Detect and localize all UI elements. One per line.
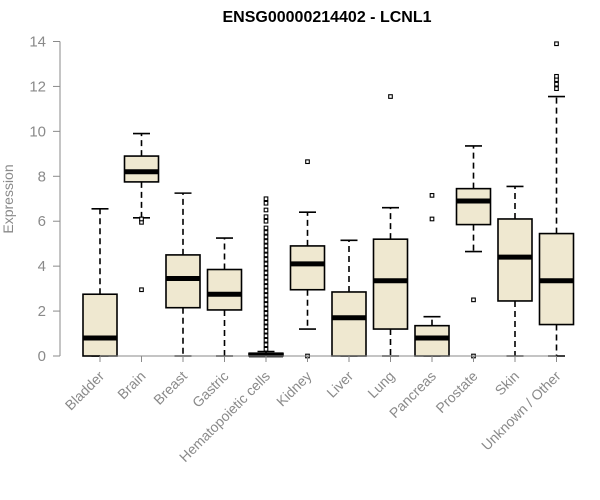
outlier-point [263,306,269,312]
y-tick-label: 6 [38,213,46,230]
box-group [165,192,201,357]
box-iqr [331,291,367,357]
box-iqr [455,187,492,226]
outlier-point [139,287,144,293]
outlier-point [263,310,269,316]
outlier-point [139,216,144,222]
outlier-point [263,196,269,202]
outlier-point [263,239,269,244]
y-tick-label: 14 [29,34,46,51]
outlier-point [263,333,269,339]
box-iqr [414,324,450,357]
box-group [331,239,367,357]
outlier-point [263,301,269,307]
outlier-point [429,216,435,222]
box-iqr [289,245,326,291]
outlier-point [263,297,269,303]
outlier-point [263,288,269,294]
box-group [455,145,492,359]
x-tick-label: Kidney [273,368,315,410]
outlier-point [305,159,310,165]
chart-title: ENSG00000214402 - LCNL1 [223,9,432,26]
x-tick-label: Skin [492,368,523,399]
x-tick-label: Bladder [62,368,108,414]
outlier-point [263,266,269,271]
y-axis-label: Expression [0,164,16,233]
x-tick-label: Liver [323,368,356,401]
outlier-point [263,218,269,224]
outlier-point [263,319,269,325]
outlier-point [263,214,269,220]
x-tick-label: Lung [364,368,397,401]
x-tick-label: Breast [150,368,190,408]
box-group [123,132,160,293]
outlier-point [471,297,476,303]
outlier-point [429,193,435,198]
outlier-point [263,324,269,330]
box-group [538,41,575,357]
outlier-point [263,257,269,262]
outlier-point [554,86,559,92]
box-iqr [165,254,201,309]
outlier-point [263,252,269,258]
outlier-point [263,261,269,267]
y-tick-label: 10 [29,123,46,140]
outlier-point [263,248,269,253]
box-iqr [372,238,409,330]
outlier-point [263,275,269,280]
box-group [248,196,284,358]
x-tick-label: Brain [114,368,148,402]
box-group [82,208,118,357]
x-tick-label: Unknown / Other [478,368,564,454]
outlier-point [263,346,269,352]
y-tick-label: 2 [38,303,46,320]
y-tick-label: 8 [38,168,46,185]
outlier-point [263,328,269,334]
outlier-point [263,200,269,206]
outlier-point [263,292,269,298]
box-group [372,94,409,357]
x-tick-label: Prostate [432,368,480,416]
box-group [497,185,533,357]
outlier-point [263,234,269,240]
y-tick-label: 12 [29,78,46,95]
box-group [289,159,326,359]
y-tick-label: 0 [38,348,46,365]
box-iqr [497,218,533,302]
outlier-point [263,243,269,249]
outlier-point [554,73,559,79]
outlier-point [263,225,269,231]
outlier-point [263,337,269,343]
outlier-point [554,41,559,47]
outlier-point [263,279,269,285]
box-iqr [123,155,160,183]
boxes [82,41,575,359]
box-group [206,237,243,357]
outlier-point [263,342,269,348]
outlier-point [263,207,269,213]
outlier-point [263,284,269,289]
outlier-point [388,94,393,99]
box-group [414,193,450,357]
outlier-point [554,81,559,87]
y-ticks: 0 2 4 6 8 10 12 14 [29,34,60,365]
y-tick-label: 4 [38,258,46,275]
box-iqr [82,293,118,357]
outlier-point [263,270,269,276]
outlier-point [263,230,269,235]
box-iqr [206,268,243,311]
outlier-point [263,315,269,321]
